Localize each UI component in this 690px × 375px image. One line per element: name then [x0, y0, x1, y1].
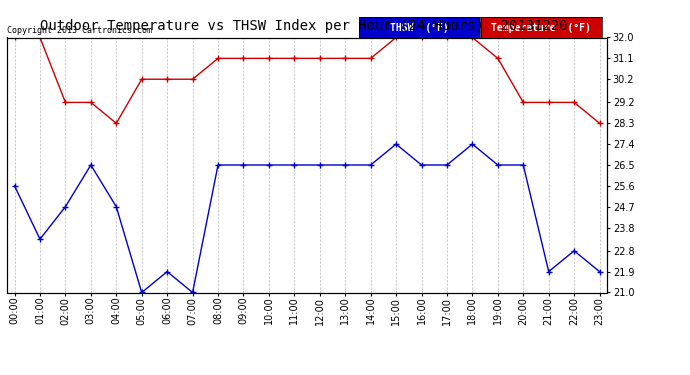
Text: Temperature  (°F): Temperature (°F)	[491, 22, 591, 33]
Text: THSW  (°F): THSW (°F)	[390, 22, 448, 33]
Text: Copyright 2013 Cartronics.com: Copyright 2013 Cartronics.com	[7, 26, 152, 35]
Text: Outdoor Temperature vs THSW Index per Hour (24 Hours)  20131220: Outdoor Temperature vs THSW Index per Ho…	[40, 19, 567, 33]
